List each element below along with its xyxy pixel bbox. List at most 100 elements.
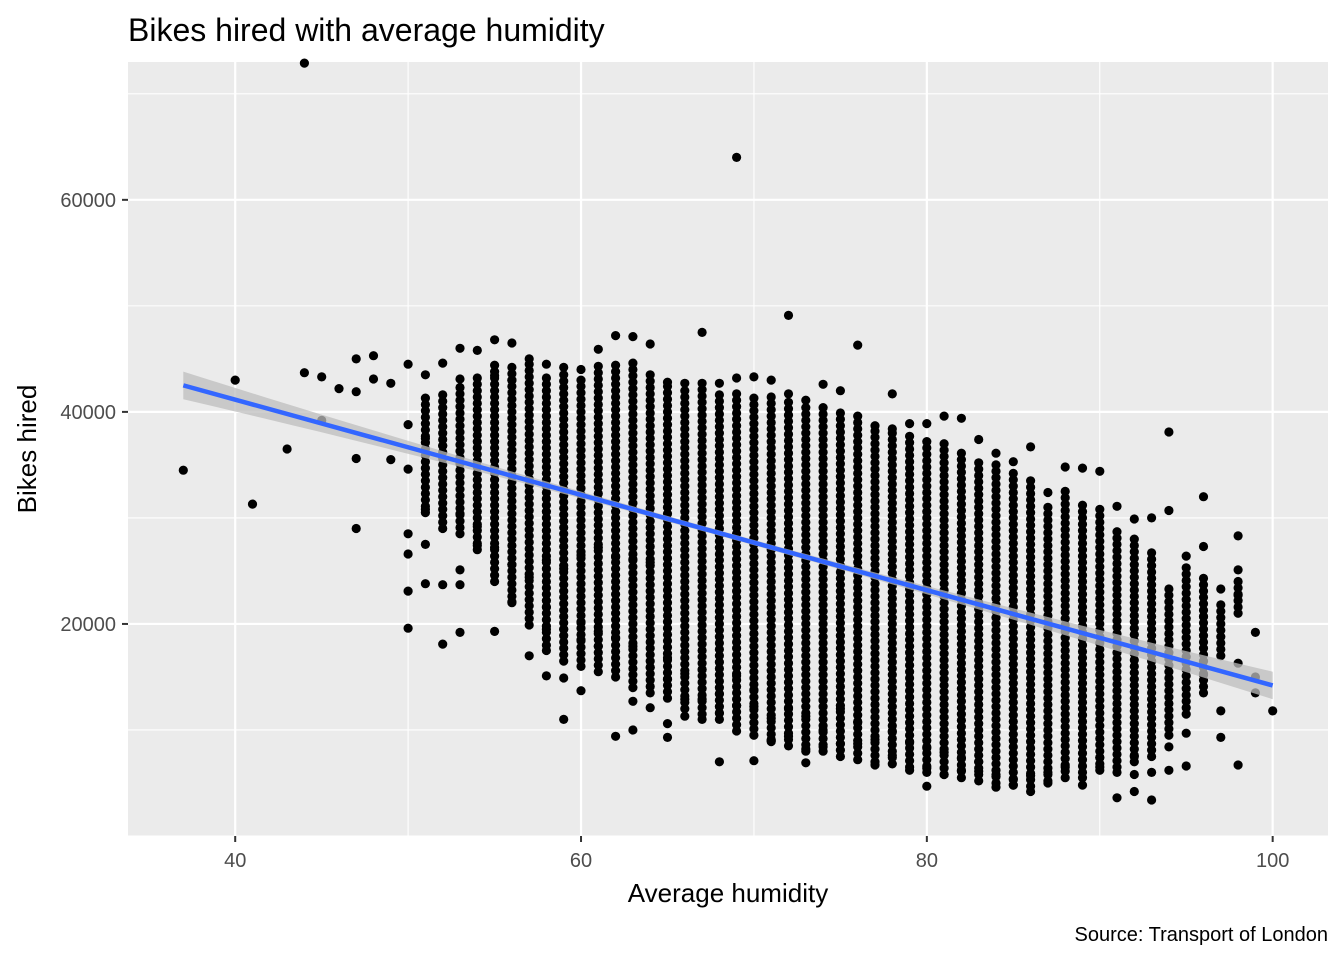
data-point [939,693,949,703]
data-point [939,719,949,729]
data-point [991,549,1001,559]
data-point [783,620,794,630]
data-point [853,755,863,765]
data-point [749,603,759,613]
data-point [524,493,534,503]
data-point [662,464,673,474]
data-point [541,526,552,536]
data-point [1026,482,1036,492]
data-point [818,651,828,661]
data-point [783,429,794,439]
data-point [1164,635,1174,645]
data-point [611,462,621,472]
data-point [507,528,517,538]
data-point [559,389,569,399]
data-point [939,636,949,646]
data-point [593,565,603,575]
data-point [438,511,448,521]
data-point [1077,551,1088,561]
data-point [490,545,500,555]
data-point [801,466,811,476]
data-point [801,447,811,457]
data-point [1216,638,1226,648]
data-point [974,617,984,627]
data-point [490,424,500,434]
data-point [1026,501,1036,511]
data-point [1008,627,1018,638]
data-point [1164,698,1174,709]
data-point [645,459,655,469]
data-point [766,666,776,676]
data-point [593,374,603,384]
data-point [956,734,967,745]
data-point [974,757,984,767]
data-point [870,585,880,595]
data-point [680,704,690,714]
data-point [455,446,465,456]
data-point [974,668,984,678]
data-point [593,463,603,473]
data-point [766,576,776,587]
data-point [818,568,828,578]
data-point [593,648,603,658]
data-point [593,609,603,620]
data-point [974,629,984,640]
data-point [887,434,897,445]
data-point [870,661,880,672]
data-point [1198,605,1209,615]
data-point [1008,685,1018,695]
data-point [559,421,569,431]
data-point [783,645,794,656]
data-point [645,548,655,558]
data-point [1026,495,1036,505]
data-point [766,456,776,466]
data-point [1112,686,1122,696]
data-point [956,582,967,592]
data-point [645,599,655,609]
data-point [749,444,759,454]
data-point [974,490,984,500]
data-point [541,589,552,599]
data-point [939,725,949,735]
data-point [1077,716,1088,727]
data-point [680,468,690,478]
data-point [974,674,984,684]
data-point [1095,727,1105,737]
data-point [922,557,932,568]
data-point [835,688,846,698]
data-point [1147,611,1157,622]
data-point [507,407,517,417]
data-point [472,411,482,421]
data-point [939,560,949,570]
data-point [1060,741,1070,751]
data-point [991,568,1001,578]
data-point [714,638,725,648]
data-point [956,658,967,668]
data-point [870,540,880,551]
data-point [541,398,552,408]
data-point [801,651,811,661]
data-point [956,741,967,751]
data-point [1147,751,1157,762]
data-point [438,523,448,534]
data-point [1026,692,1036,702]
data-point [818,504,828,514]
data-point [870,610,880,621]
data-point [680,386,690,396]
data-point [697,448,707,458]
data-point [853,716,863,727]
data-point [1147,662,1157,673]
data-point [1060,690,1070,700]
data-point [801,689,811,699]
data-point [1077,710,1088,720]
data-point [732,452,742,463]
data-point [1060,499,1070,509]
data-point [524,601,534,611]
data-point [680,596,690,606]
data-point [818,581,828,591]
data-point [991,479,1001,489]
data-point [939,411,949,421]
data-point [905,495,915,505]
data-point [230,375,240,385]
data-point [524,404,534,414]
